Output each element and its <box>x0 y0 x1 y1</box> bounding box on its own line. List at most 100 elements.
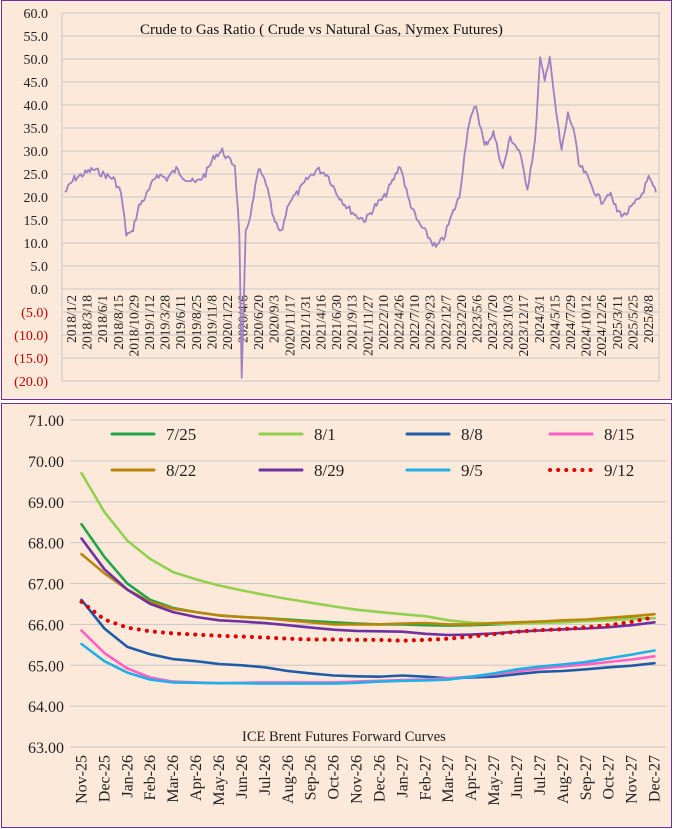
x-tick-label: 2020/11/17 <box>282 295 297 356</box>
brent-curves-panel: 71.00 70.00 69.00 68.00 67.00 66.00 65.00 64.00… <box>1 403 672 828</box>
x-tick-label: 2025/5/25 <box>625 295 640 350</box>
x-tick-label: 2021/9/13 <box>345 295 360 350</box>
x-tick-label: 2024/10/12 <box>579 295 594 357</box>
x-tick-label: 2018/8/15 <box>111 295 126 350</box>
x-tick-label: Aug-26 <box>280 755 297 804</box>
y-tick-label: 20.0 <box>24 191 49 206</box>
x-tick-label: 2019/1/12 <box>142 295 157 350</box>
x-tick-label: Apr-27 <box>463 755 480 801</box>
y-tick-label: (5.0) <box>21 306 48 321</box>
x-tick-label: Nov-27 <box>624 755 641 804</box>
x-tick-label: 2023/5/6 <box>469 295 484 343</box>
y-tick-label: 70.00 <box>28 454 64 471</box>
series-line-8-22 <box>80 552 656 626</box>
ratio-series-line <box>64 55 657 379</box>
brent-curves-chart: 71.00 70.00 69.00 68.00 67.00 66.00 65.00 64.00… <box>28 413 666 806</box>
x-tick-label: 2023/12/17 <box>516 295 531 357</box>
y-tick-label: 63.00 <box>28 740 64 757</box>
legend-label: 8/1 <box>314 425 336 444</box>
chart-title: ICE Brent Futures Forward Curves <box>242 729 446 745</box>
ratio-chart-panel: 60.0 55.0 50.0 45.0 40.0 35.0 30.0 25.0 20.0 15.0… <box>1 0 672 400</box>
x-tick-label: Dec-27 <box>647 755 664 802</box>
y-tick-label: (10.0) <box>14 329 48 344</box>
y-tick-label: 5.0 <box>31 260 49 275</box>
x-tick-label: Jun-26 <box>234 755 251 799</box>
x-tick-label: 2019/8/25 <box>189 295 204 350</box>
x-tick-label: 2021/1/31 <box>298 295 313 350</box>
x-tick-label: Jan-26 <box>119 755 136 798</box>
x-tick-label: Sep-26 <box>303 755 320 800</box>
legend-label: 8/29 <box>314 461 344 480</box>
x-tick-label: 2020/9/3 <box>267 295 282 343</box>
x-tick-label: Jan-27 <box>394 755 411 798</box>
x-tick-label: Sep-27 <box>578 755 595 800</box>
y-tick-label: 40.0 <box>24 99 49 114</box>
y-tick-label: (20.0) <box>14 375 48 390</box>
chart-title: Crude to Gas Ratio ( Crude vs Natural Ga… <box>140 22 503 38</box>
x-tick-label: 2018/1/2 <box>64 295 79 343</box>
y-tick-label: 60.0 <box>24 7 49 22</box>
y-tick-label: 50.0 <box>24 53 49 68</box>
ratio-chart: 60.0 55.0 50.0 45.0 40.0 35.0 30.0 25.0 20.0 15.0… <box>14 7 660 390</box>
y-tick-label: 30.0 <box>24 145 49 160</box>
x-tick-label: 2018/10/29 <box>126 295 141 357</box>
x-tick-label: 2022/2/10 <box>376 295 391 350</box>
x-tick-label: 2022/9/23 <box>423 295 438 350</box>
y-tick-label: 0.0 <box>31 283 49 298</box>
x-tick-label: 2023/2/20 <box>454 295 469 350</box>
y-tick-label: 71.00 <box>28 413 64 430</box>
legend-label: 8/8 <box>461 425 483 444</box>
x-tick-label: May-27 <box>486 755 503 806</box>
x-tick-label: 2018/6/1 <box>95 295 110 343</box>
x-tick-label: 2019/3/28 <box>158 295 173 350</box>
legend-label: 8/22 <box>166 461 196 480</box>
y-tick-label: 10.0 <box>24 237 49 252</box>
y-tick-label: 65.00 <box>28 658 64 675</box>
series-line-8-8 <box>80 598 656 680</box>
x-tick-label: 2020/1/22 <box>220 295 235 350</box>
x-tick-label: 2025/3/11 <box>610 295 625 349</box>
y-tick-label: 55.0 <box>24 30 49 45</box>
x-tick-label: 2025/8/8 <box>641 295 656 343</box>
y-tick-label: (15.0) <box>14 352 48 367</box>
x-tick-label: 2024/7/29 <box>563 295 578 350</box>
x-tick-label: 2022/7/10 <box>407 295 422 350</box>
x-tick-label: Aug-27 <box>555 755 572 804</box>
x-tick-label: Nov-26 <box>349 755 366 804</box>
y-tick-label: 25.0 <box>24 168 49 183</box>
x-tick-label: 2023/10/3 <box>501 295 516 350</box>
series-line-9-5 <box>80 642 656 685</box>
x-tick-label: 2018/3/18 <box>80 295 95 350</box>
legend-label: 9/5 <box>461 461 483 480</box>
legend-label: 7/25 <box>166 425 196 444</box>
x-tick-label: Dec-25 <box>96 755 113 802</box>
series-line-8-1 <box>80 471 656 625</box>
x-tick-label: Mar-26 <box>165 755 182 803</box>
x-tick-label: 2021/4/16 <box>314 295 329 350</box>
y-tick-label: 35.0 <box>24 122 49 137</box>
x-tick-label: Feb-27 <box>417 755 434 800</box>
y-tick-label: 68.00 <box>28 536 64 553</box>
y-tick-label: 64.00 <box>28 699 64 716</box>
x-tick-label: Dec-26 <box>371 755 388 802</box>
y-tick-label: 66.00 <box>28 617 64 634</box>
x-tick-label: 2020/6/20 <box>251 295 266 350</box>
y-tick-label: 67.00 <box>28 577 64 594</box>
x-tick-label: Mar-27 <box>440 755 457 803</box>
legend-label: 9/12 <box>604 461 634 480</box>
x-tick-label: Nov-25 <box>73 755 90 804</box>
x-tick-label: Oct-27 <box>601 755 618 799</box>
x-tick-label: 2019/11/8 <box>204 295 219 350</box>
y-tick-label: 15.0 <box>24 214 49 229</box>
x-tick-label: 2022/4/26 <box>391 295 406 350</box>
x-tick-label: 2024/5/15 <box>547 295 562 350</box>
x-tick-label: 2021/11/27 <box>360 295 375 356</box>
x-tick-label: 2021/6/30 <box>329 295 344 350</box>
x-tick-label: 2024/12/26 <box>594 295 609 357</box>
x-tick-label: 2019/6/11 <box>173 295 188 349</box>
x-tick-label: 2023/7/20 <box>485 295 500 350</box>
legend-label: 8/15 <box>604 425 634 444</box>
x-tick-label: Oct-26 <box>326 755 343 799</box>
y-tick-label: 45.0 <box>24 76 49 91</box>
x-tick-label: Jul-26 <box>257 755 274 795</box>
